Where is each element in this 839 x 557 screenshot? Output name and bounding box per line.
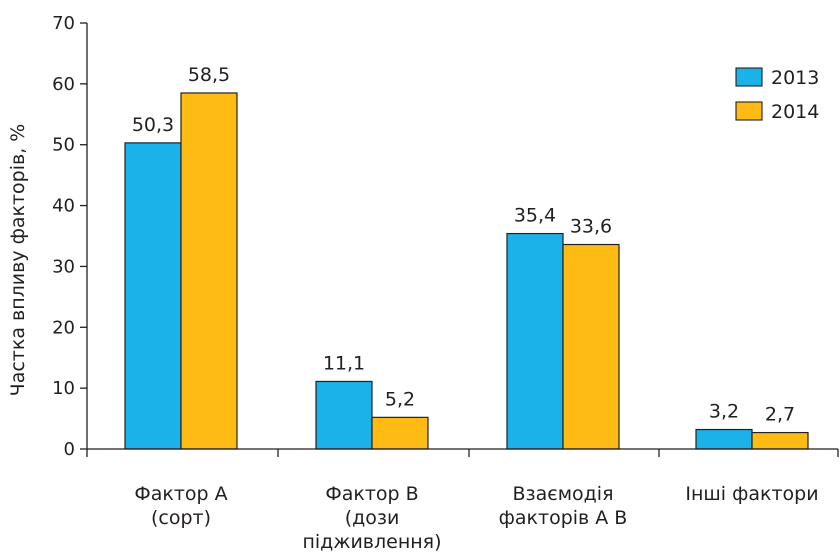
data-labels: 50,3 11,1 35,4 3,2 58,5 5,2 33,6 2,7 xyxy=(132,64,795,426)
y-tick-label: 50 xyxy=(52,135,75,156)
y-axis-label: Частка впливу факторів, % xyxy=(7,124,29,397)
y-axis: 0 10 20 30 40 50 60 70 xyxy=(52,13,88,460)
y-tick-label: 40 xyxy=(52,196,75,217)
bar-2014 xyxy=(371,416,429,450)
bars xyxy=(124,92,809,450)
data-label: 33,6 xyxy=(570,216,612,238)
data-label: 2,7 xyxy=(765,404,795,426)
category-label: Взаємодія xyxy=(512,483,613,505)
y-tick-label: 20 xyxy=(52,317,75,338)
y-tick-label: 60 xyxy=(52,74,75,95)
y-tick-label: 70 xyxy=(52,13,75,34)
category-label: підживлення) xyxy=(302,531,441,553)
category-label: Фактор В xyxy=(325,483,418,505)
legend-label-2014: 2014 xyxy=(771,101,819,123)
bar-2013 xyxy=(124,142,182,450)
category-label: Фактор А xyxy=(134,483,227,505)
legend-label-2013: 2013 xyxy=(771,67,819,89)
category-label: (сорт) xyxy=(151,507,211,529)
legend-swatch-2014 xyxy=(735,101,763,121)
category-label: факторів А В xyxy=(499,507,628,529)
legend: 2013 2014 xyxy=(735,67,819,123)
data-label: 11,1 xyxy=(323,352,365,374)
bar-2014 xyxy=(751,431,809,450)
data-label: 35,4 xyxy=(514,205,556,227)
bar-2014 xyxy=(180,92,238,450)
data-label: 5,2 xyxy=(385,388,415,410)
x-axis xyxy=(86,448,839,457)
bar-2014 xyxy=(562,243,620,450)
category-label: (дози xyxy=(345,507,400,529)
y-tick-label: 10 xyxy=(52,378,75,399)
bar-2013 xyxy=(315,380,373,450)
y-tick-label: 0 xyxy=(64,439,75,460)
bar-2013 xyxy=(506,232,564,450)
category-label: Інші фактори xyxy=(685,483,818,505)
data-label: 50,3 xyxy=(132,114,174,136)
data-label: 58,5 xyxy=(188,64,230,86)
data-label: 3,2 xyxy=(709,401,739,423)
bar-2013 xyxy=(695,428,753,450)
legend-swatch-2013 xyxy=(735,67,763,87)
y-tick-label: 30 xyxy=(52,256,75,277)
